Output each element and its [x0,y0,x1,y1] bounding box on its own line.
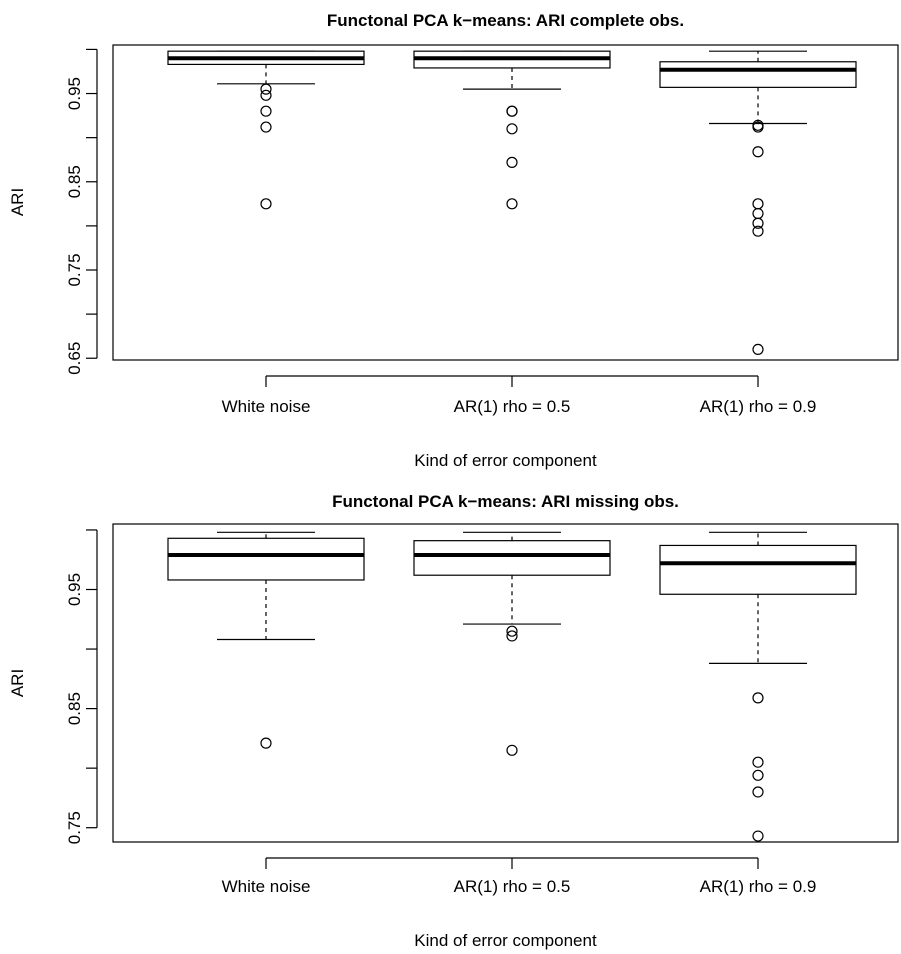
panel-1: Functonal PCA k−means: ARI complete obs.… [8,11,899,470]
y-tick-label: 0.95 [65,77,84,110]
outlier-point [260,105,272,117]
y-tick-label: 0.65 [65,342,84,375]
outlier-point [752,769,764,781]
box-2 [413,50,611,210]
outlier-point [260,83,272,95]
outlier-point [752,692,764,704]
outlier-point [752,756,764,768]
box-2 [413,531,611,756]
outlier-point [506,198,518,210]
box-3 [659,531,857,842]
box-3 [659,50,857,356]
outlier-point [752,786,764,798]
plot-frame [112,523,899,843]
iqr-box [659,61,857,88]
outlier-point [752,225,764,237]
y-tick-label: 0.85 [65,692,84,725]
outlier-point [260,737,272,749]
x-axis-label: Kind of error component [414,931,597,950]
y-tick-label: 0.75 [65,811,84,844]
outlier-point [260,198,272,210]
outlier-point [506,630,518,642]
outlier-point [506,156,518,168]
y-axis-label: ARI [8,669,27,697]
x-tick-label: AR(1) rho = 0.9 [700,877,817,896]
outlier-point [260,121,272,133]
y-tick-label: 0.95 [65,573,84,606]
x-axis-label: Kind of error component [414,451,597,470]
box-1 [167,50,365,210]
chart-title: Functonal PCA k−means: ARI complete obs. [327,11,684,30]
outlier-point [506,625,518,637]
chart-title: Functonal PCA k−means: ARI missing obs. [332,492,679,511]
y-axis-label: ARI [8,188,27,216]
outlier-point [752,207,764,220]
x-tick-label: White noise [222,877,311,896]
iqr-box [167,537,365,581]
panel-2: Functonal PCA k−means: ARI missing obs. 0… [8,492,899,950]
x-tick-label: AR(1) rho = 0.5 [454,397,571,416]
iqr-box [413,540,611,576]
x-tick-label: AR(1) rho = 0.9 [700,397,817,416]
outlier-point [506,744,518,756]
outlier-point [752,198,764,210]
outlier-point [752,343,764,356]
outlier-point [506,123,518,135]
x-tick-label: White noise [222,397,311,416]
box-1 [167,531,365,749]
outlier-point [752,217,764,229]
iqr-box [659,544,857,595]
outlier-point [260,89,272,101]
outlier-point [752,146,764,158]
plot-frame [112,44,899,361]
y-tick-label: 0.75 [65,253,84,286]
y-tick-label: 0.85 [65,165,84,198]
outlier-point [506,105,518,117]
outlier-point [752,121,764,133]
outlier-point [752,830,764,842]
x-tick-label: AR(1) rho = 0.5 [454,877,571,896]
